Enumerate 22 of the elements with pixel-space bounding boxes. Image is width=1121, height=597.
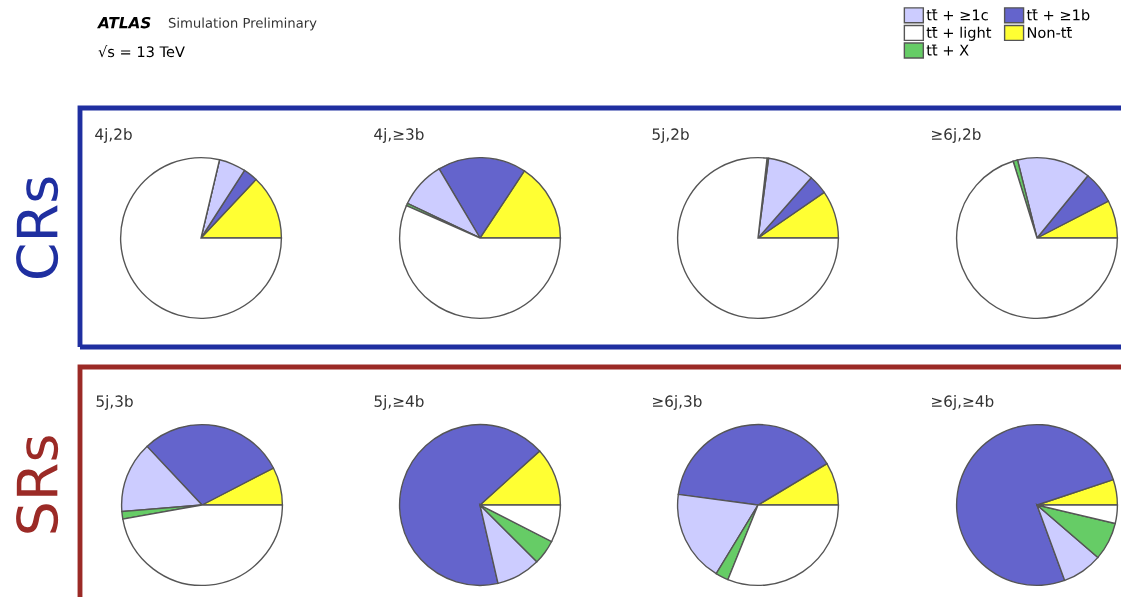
text: Simulation Preliminary xyxy=(168,17,317,31)
chart-title: ≥6j,2b xyxy=(932,128,981,143)
chart-title: 5j,3b xyxy=(96,395,133,410)
chart-title: 5j,≥4b xyxy=(374,395,424,410)
text: CRs xyxy=(16,177,59,279)
legend-label: tt̄ + light xyxy=(926,26,992,41)
legend-label: tt̄ + X xyxy=(926,44,969,56)
text: SRs xyxy=(16,436,59,533)
legend-label: Non-tt̄ xyxy=(1027,26,1072,39)
chart-title: ≥6j,≥4b xyxy=(932,395,994,410)
pie-slice xyxy=(676,156,840,320)
chart-title: 5j,2b xyxy=(652,128,689,143)
pie-slice xyxy=(955,160,1119,320)
chart-title: ≥6j,3b xyxy=(653,395,702,410)
legend-label: tt̄ + ≥1c xyxy=(926,9,988,21)
chart-title: 4j,≥3b xyxy=(374,128,424,143)
legend-label: tt̄ + ≥1b xyxy=(1026,9,1090,21)
pie-slice xyxy=(119,156,283,320)
text: √s = 13 TeV xyxy=(98,45,185,58)
text: ATLAS xyxy=(97,16,151,29)
text: 4j,2b xyxy=(95,128,132,143)
pie-slice xyxy=(955,423,1114,587)
